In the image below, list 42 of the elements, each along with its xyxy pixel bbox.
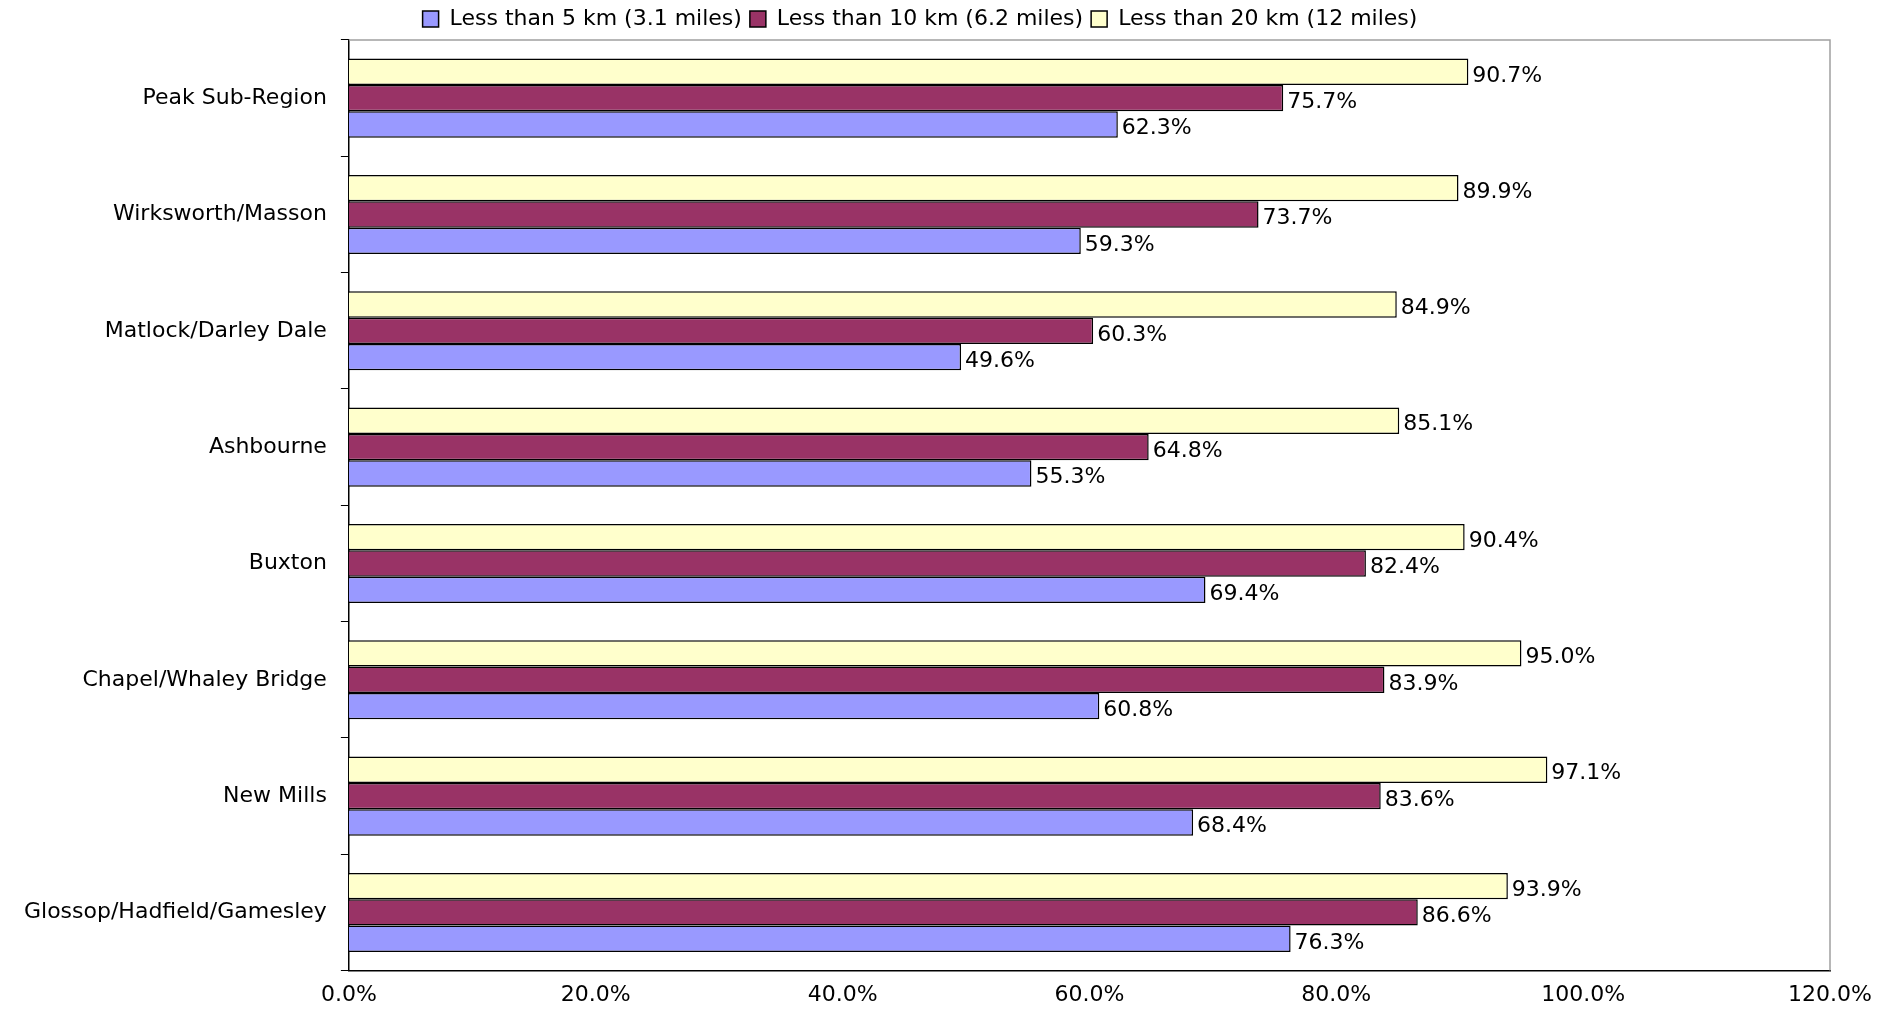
- x-tick-label: 0.0%: [320, 980, 377, 1006]
- x-tick-label: 120.0%: [1788, 980, 1872, 1006]
- data-label: 69.4%: [1209, 579, 1280, 605]
- y-tick-label: Wirksworth/Masson: [112, 200, 327, 226]
- data-label: 90.4%: [1468, 526, 1539, 552]
- data-label: 75.7%: [1287, 87, 1358, 113]
- data-label: 83.6%: [1384, 785, 1455, 811]
- y-tick-label: Chapel/Whaley Bridge: [82, 665, 327, 691]
- data-label: 82.4%: [1369, 553, 1440, 579]
- x-tick-label: 40.0%: [807, 980, 878, 1006]
- y-tick-label: Matlock/Darley Dale: [104, 316, 327, 342]
- data-label: 85.1%: [1403, 410, 1474, 436]
- data-label: 93.9%: [1511, 875, 1582, 901]
- data-label: 62.3%: [1121, 114, 1192, 140]
- data-label: 86.6%: [1421, 902, 1492, 928]
- y-tick-label: Buxton: [248, 549, 327, 575]
- data-label: 83.9%: [1388, 669, 1459, 695]
- x-tick-label: 100.0%: [1541, 980, 1626, 1006]
- data-label: 60.3%: [1097, 320, 1168, 346]
- data-label: 49.6%: [965, 346, 1035, 372]
- x-tick-label: 80.0%: [1301, 980, 1372, 1006]
- data-label: 90.7%: [1472, 61, 1543, 87]
- data-label: 68.4%: [1197, 812, 1268, 838]
- data-label: 76.3%: [1294, 928, 1365, 954]
- data-label: 55.3%: [1035, 463, 1106, 489]
- y-tick-label: Peak Sub-Region: [142, 83, 327, 109]
- data-label: 73.7%: [1262, 204, 1333, 230]
- x-tick-label: 60.0%: [1054, 980, 1125, 1006]
- legend-label: Less than 5 km (3.1 miles): [449, 4, 742, 30]
- legend-label: Less than 10 km (6.2 miles): [776, 4, 1084, 30]
- data-label: 59.3%: [1084, 230, 1155, 256]
- y-tick-label: Glossop/Hadfield/Gamesley: [23, 898, 327, 924]
- data-label: 84.9%: [1400, 294, 1471, 320]
- data-label: 60.8%: [1103, 695, 1174, 721]
- data-label: 97.1%: [1551, 759, 1622, 785]
- data-label: 95.0%: [1525, 643, 1596, 669]
- legend-label: Less than 20 km (12 miles): [1118, 4, 1418, 30]
- data-label: 89.9%: [1462, 177, 1533, 203]
- y-tick-label: Ashbourne: [208, 432, 327, 458]
- y-tick-label: New Mills: [223, 781, 327, 807]
- x-tick-label: 20.0%: [560, 980, 631, 1006]
- data-label: 64.8%: [1152, 436, 1223, 462]
